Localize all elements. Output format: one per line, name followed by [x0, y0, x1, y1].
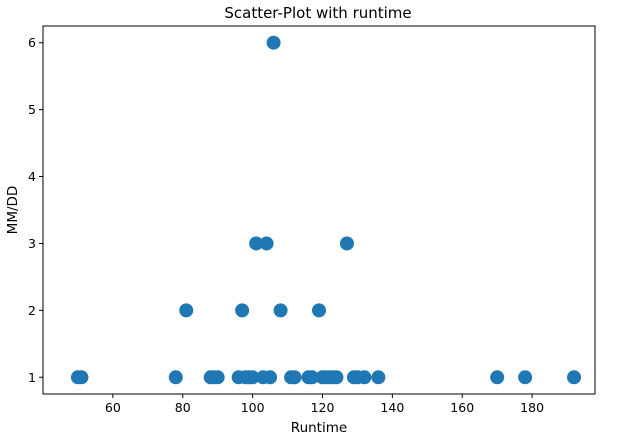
scatter-point [245, 370, 260, 385]
scatter-point [305, 370, 320, 385]
x-tick-label: 140 [380, 400, 404, 415]
x-axis-label: Runtime [291, 420, 347, 436]
x-axis-ticks: 60 80 100 120 140 160 180 [105, 394, 544, 415]
scatter-point [249, 236, 264, 251]
y-tick-label: 6 [28, 35, 36, 50]
scatter-point [371, 370, 386, 385]
scatter-point [329, 370, 344, 385]
scatter-point [312, 303, 326, 318]
scatter-point [263, 370, 278, 385]
scatter-point [339, 236, 354, 251]
scatter-point [259, 236, 274, 251]
scatter-point [273, 303, 288, 318]
chart-title: Scatter-Plot with runtime [224, 4, 411, 22]
y-tick-label: 3 [28, 236, 36, 251]
x-tick-label: 160 [450, 400, 474, 415]
points-layer [70, 35, 582, 385]
y-tick-label: 1 [28, 370, 36, 385]
y-axis-label: MM/DD [5, 186, 21, 235]
scatter-point [490, 370, 505, 385]
y-tick-label: 5 [28, 102, 36, 117]
x-tick-label: 100 [241, 400, 265, 415]
scatter-point [266, 35, 281, 50]
y-axis-ticks: 1 2 3 4 5 6 [28, 35, 43, 385]
x-tick-label: 60 [105, 400, 121, 415]
scatter-point [168, 370, 183, 385]
x-tick-label: 120 [311, 400, 335, 415]
y-tick-label: 4 [28, 169, 36, 184]
scatter-point [567, 370, 582, 385]
scatter-point [235, 303, 250, 318]
scatter-point [179, 303, 194, 318]
x-tick-label: 180 [520, 400, 544, 415]
scatter-point [210, 370, 225, 385]
scatter-point [74, 370, 89, 385]
y-tick-label: 2 [28, 303, 36, 318]
x-tick-label: 80 [175, 400, 191, 415]
scatter-point [287, 370, 302, 385]
scatter-point [518, 370, 533, 385]
plot-area [42, 25, 596, 395]
scatter-point [357, 370, 372, 385]
